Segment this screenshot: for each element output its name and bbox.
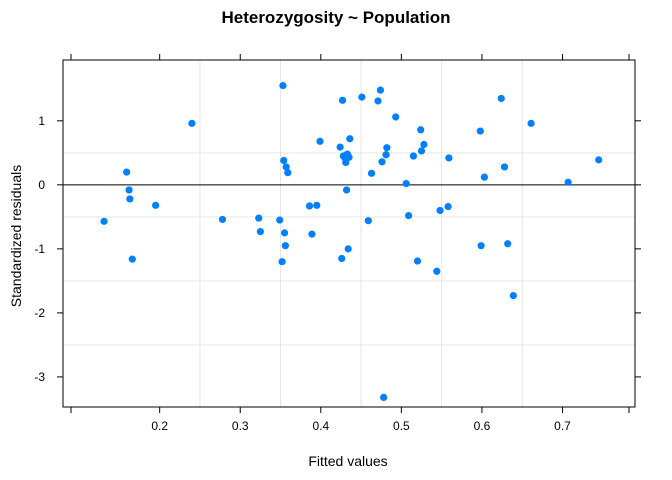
data-point xyxy=(338,254,346,263)
x-tick-label: 0.5 xyxy=(393,419,410,433)
x-tick-label: 0.4 xyxy=(312,419,329,433)
data-point xyxy=(123,168,131,176)
data-point xyxy=(480,173,488,181)
data-point xyxy=(376,86,385,94)
data-point xyxy=(564,178,572,186)
data-point xyxy=(218,215,227,224)
plot-frame xyxy=(62,59,636,408)
data-point xyxy=(279,82,287,90)
data-point xyxy=(281,242,289,250)
data-point xyxy=(445,154,453,162)
data-points xyxy=(100,82,603,401)
data-point xyxy=(256,227,264,236)
chart-title: Heterozygosity ~ Population xyxy=(221,8,450,27)
data-point xyxy=(280,156,288,165)
data-point xyxy=(278,258,286,266)
x-tick-label: 0.2 xyxy=(151,419,168,433)
data-point xyxy=(152,201,160,209)
data-point xyxy=(125,186,133,194)
data-point xyxy=(402,179,410,188)
y-tick-label: 0 xyxy=(38,178,45,192)
y-tick-label: 1 xyxy=(38,114,45,128)
data-point xyxy=(305,202,314,210)
data-point xyxy=(413,257,422,265)
x-axis: 0.2 0.3 0.4 0.5 0.6 0.7 xyxy=(70,54,630,433)
x-axis-label: Fitted values xyxy=(308,453,387,469)
data-point xyxy=(595,156,603,164)
data-point xyxy=(378,158,386,166)
data-point xyxy=(509,292,517,300)
data-point xyxy=(477,242,485,250)
data-point xyxy=(476,127,484,135)
data-point xyxy=(417,147,426,155)
data-point xyxy=(128,255,136,263)
data-point xyxy=(344,245,352,253)
data-point xyxy=(433,267,441,275)
y-tick-label: -2 xyxy=(34,306,45,320)
data-point xyxy=(284,169,292,177)
y-tick-label: -3 xyxy=(34,370,45,384)
x-tick-label: 0.6 xyxy=(474,419,491,433)
data-point xyxy=(313,201,321,209)
data-point xyxy=(280,229,289,237)
data-point xyxy=(316,137,324,145)
data-point xyxy=(276,216,284,224)
data-point xyxy=(380,393,388,401)
data-point xyxy=(436,206,444,215)
data-point xyxy=(367,169,376,177)
data-point xyxy=(504,240,512,248)
data-point xyxy=(383,144,391,152)
data-point xyxy=(338,96,347,104)
data-point xyxy=(417,126,425,134)
data-point xyxy=(188,119,196,127)
data-point xyxy=(255,214,263,222)
data-point xyxy=(497,94,505,103)
data-point xyxy=(308,230,316,238)
data-point xyxy=(342,186,351,194)
data-point xyxy=(345,153,353,161)
grid xyxy=(63,60,635,407)
data-point xyxy=(100,217,108,225)
data-point xyxy=(364,217,372,225)
y-axis: 1 0 -1 -2 -3 xyxy=(34,114,641,384)
y-tick-label: -1 xyxy=(34,242,45,256)
x-tick-label: 0.3 xyxy=(232,419,249,433)
data-point xyxy=(336,143,344,151)
data-point xyxy=(382,151,390,159)
data-point xyxy=(409,152,418,160)
y-axis-label: Standardized residuals xyxy=(8,165,24,307)
data-point xyxy=(358,93,366,101)
data-point xyxy=(527,119,535,127)
data-point xyxy=(420,140,428,149)
data-point xyxy=(346,135,354,143)
data-point xyxy=(444,203,452,211)
x-tick-label: 0.7 xyxy=(554,419,571,433)
data-point xyxy=(282,163,290,171)
data-point xyxy=(126,195,134,203)
data-point xyxy=(392,113,400,121)
data-point xyxy=(342,158,350,167)
data-point xyxy=(374,97,382,105)
data-point xyxy=(500,163,509,171)
data-point xyxy=(405,211,413,220)
